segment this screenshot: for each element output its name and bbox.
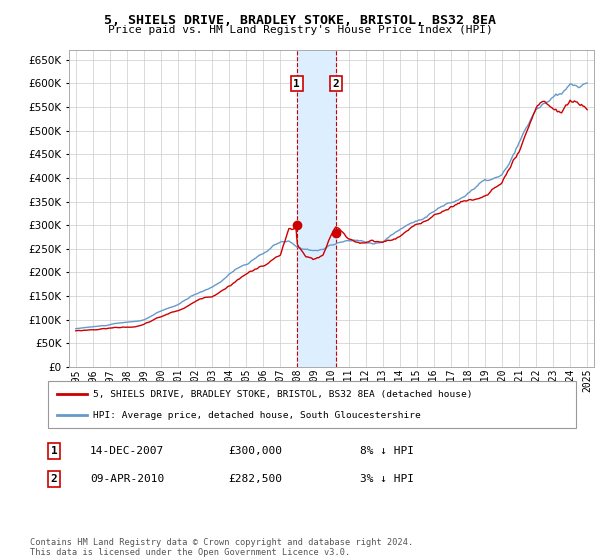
Text: 2: 2 bbox=[50, 474, 58, 484]
Text: 8% ↓ HPI: 8% ↓ HPI bbox=[360, 446, 414, 456]
Text: 14-DEC-2007: 14-DEC-2007 bbox=[90, 446, 164, 456]
Bar bbox=[296, 50, 336, 367]
Text: Price paid vs. HM Land Registry's House Price Index (HPI): Price paid vs. HM Land Registry's House … bbox=[107, 25, 493, 35]
Text: £300,000: £300,000 bbox=[228, 446, 282, 456]
Text: 5, SHIELS DRIVE, BRADLEY STOKE, BRISTOL, BS32 8EA: 5, SHIELS DRIVE, BRADLEY STOKE, BRISTOL,… bbox=[104, 14, 496, 27]
Text: 1: 1 bbox=[50, 446, 58, 456]
Text: 3% ↓ HPI: 3% ↓ HPI bbox=[360, 474, 414, 484]
Text: 1: 1 bbox=[293, 78, 300, 88]
Text: 5, SHIELS DRIVE, BRADLEY STOKE, BRISTOL, BS32 8EA (detached house): 5, SHIELS DRIVE, BRADLEY STOKE, BRISTOL,… bbox=[93, 390, 473, 399]
Text: HPI: Average price, detached house, South Gloucestershire: HPI: Average price, detached house, Sout… bbox=[93, 410, 421, 419]
Text: 09-APR-2010: 09-APR-2010 bbox=[90, 474, 164, 484]
Text: Contains HM Land Registry data © Crown copyright and database right 2024.
This d: Contains HM Land Registry data © Crown c… bbox=[30, 538, 413, 557]
Text: 2: 2 bbox=[332, 78, 339, 88]
Text: £282,500: £282,500 bbox=[228, 474, 282, 484]
